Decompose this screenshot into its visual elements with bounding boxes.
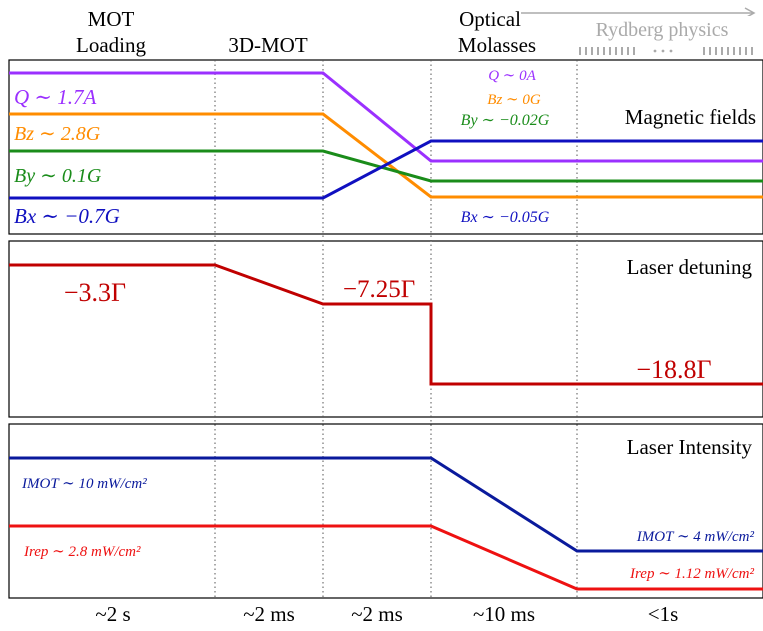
q-right-label: Q ∼ 0A	[488, 68, 536, 84]
irep-right-label: Irep ∼ 1.12 mW/cm²	[629, 566, 754, 582]
q-left-label: Q ∼ 1.7A	[14, 85, 97, 109]
duration-mot-loading: ~2 s	[95, 602, 130, 626]
detuning-trace	[9, 263, 763, 386]
phase-rydberg: Rydberg physics	[596, 19, 729, 41]
imot-trace	[9, 456, 763, 553]
q-current-trace	[9, 71, 763, 163]
duration-ramp: ~2 ms	[351, 602, 403, 626]
panel-magnetic-frame	[8, 59, 763, 235]
imot-left-label: IMOT ∼ 10 mW/cm²	[21, 476, 147, 492]
phase-mot-loading-line2: Loading	[76, 33, 146, 57]
by-left-label: By ∼ 0.1G	[14, 165, 102, 187]
bx-right-label: Bx ∼ −0.05G	[461, 209, 550, 226]
bz-left-label: Bz ∼ 2.8G	[14, 123, 101, 145]
phase-3d-mot: 3D-MOT	[228, 33, 307, 57]
irep-trace	[9, 524, 763, 591]
by-right-label: By ∼ −0.02G	[461, 112, 550, 129]
panel-intensity-frame	[8, 423, 763, 599]
phase-mot-loading-line1: MOT	[88, 7, 135, 31]
intensity-title: Laser Intensity	[627, 435, 753, 459]
duration-rydberg: <1s	[648, 602, 679, 626]
phase-optical-molasses-line1: Optical	[459, 7, 521, 31]
detuning-value-2: −7.25Γ	[343, 276, 415, 303]
panel-detuning-frame	[8, 240, 763, 418]
by-field-trace	[9, 149, 763, 183]
bz-right-label: Bz ∼ 0G	[487, 92, 541, 108]
phase-optical-molasses-line2: Molasses	[458, 33, 536, 57]
magnetic-fields-title: Magnetic fields	[625, 105, 756, 129]
irep-left-label: Irep ∼ 2.8 mW/cm²	[23, 544, 141, 560]
duration-optical-molasses: ~10 ms	[473, 602, 535, 626]
detuning-title: Laser detuning	[627, 255, 753, 279]
rydberg-pulse-ticks	[579, 47, 753, 55]
bx-left-label: Bx ∼ −0.7G	[14, 204, 120, 228]
bx-field-trace	[9, 139, 763, 200]
imot-right-label: IMOT ∼ 4 mW/cm²	[636, 529, 755, 545]
duration-3d-mot: ~2 ms	[243, 602, 295, 626]
rydberg-ellipsis	[653, 49, 673, 53]
detuning-value-1: −3.3Γ	[64, 278, 126, 307]
bz-field-trace	[9, 112, 763, 199]
detuning-value-3: −18.8Γ	[636, 355, 711, 384]
